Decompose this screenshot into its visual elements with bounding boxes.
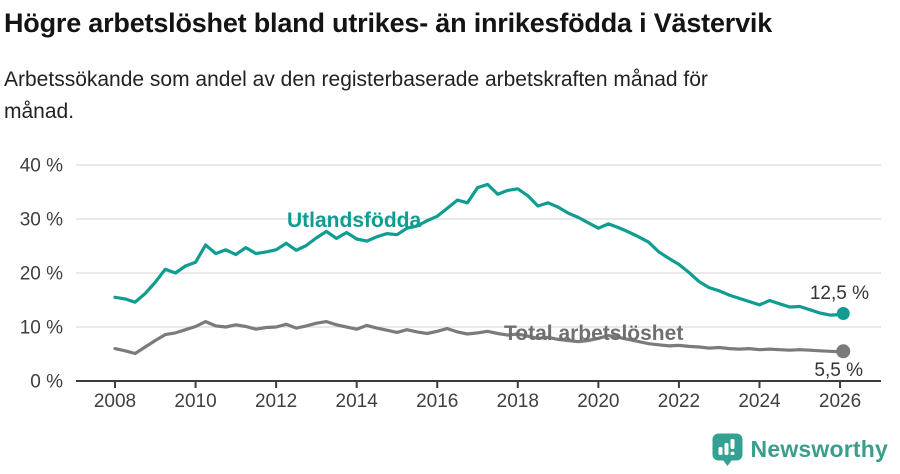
line-total-arbetsloshet <box>113 320 845 356</box>
x-tick-label: 2012 <box>255 391 297 412</box>
x-tick-label: 2022 <box>658 391 700 412</box>
page-title: Högre arbetslöshet bland utrikes- än inr… <box>4 8 773 38</box>
series-label-utlandsfodda: Utlandsfödda <box>287 209 422 232</box>
chart-subtitle: Arbetssökande som andel av den registerb… <box>4 68 708 123</box>
newsworthy-wordmark: Newsworthy <box>750 436 888 462</box>
endpoint-dot-utlandsfodda <box>836 307 850 320</box>
line-utlandsfodda <box>113 182 845 317</box>
x-tick-label: 2026 <box>819 391 861 412</box>
x-tick-label: 2018 <box>497 391 539 412</box>
end-value-utlandsfodda: 12,5 % <box>809 283 869 304</box>
y-tick-label: 30 % <box>20 210 63 231</box>
series-label-total-arbetsloshet: Total arbetslöshet <box>504 322 684 345</box>
y-tick-label: 10 % <box>20 318 63 339</box>
x-tick-label: 2014 <box>336 391 379 412</box>
end-value-total-arbetsloshet: 5,5 % <box>814 360 863 381</box>
newsworthy-icon <box>712 433 743 466</box>
newsworthy-logo: Newsworthy <box>712 433 888 466</box>
x-tick-label: 2008 <box>94 391 136 412</box>
y-tick-label: 20 % <box>20 264 63 285</box>
x-tick-label: 2020 <box>577 391 619 412</box>
x-tick-label: 2016 <box>416 391 458 412</box>
x-tick-label: 2010 <box>174 391 216 412</box>
x-tick-label: 2024 <box>738 391 781 412</box>
y-tick-label: 40 % <box>20 156 63 177</box>
y-tick-label: 0 % <box>30 372 63 393</box>
endpoint-dot-total-arbetsloshet <box>836 344 851 359</box>
